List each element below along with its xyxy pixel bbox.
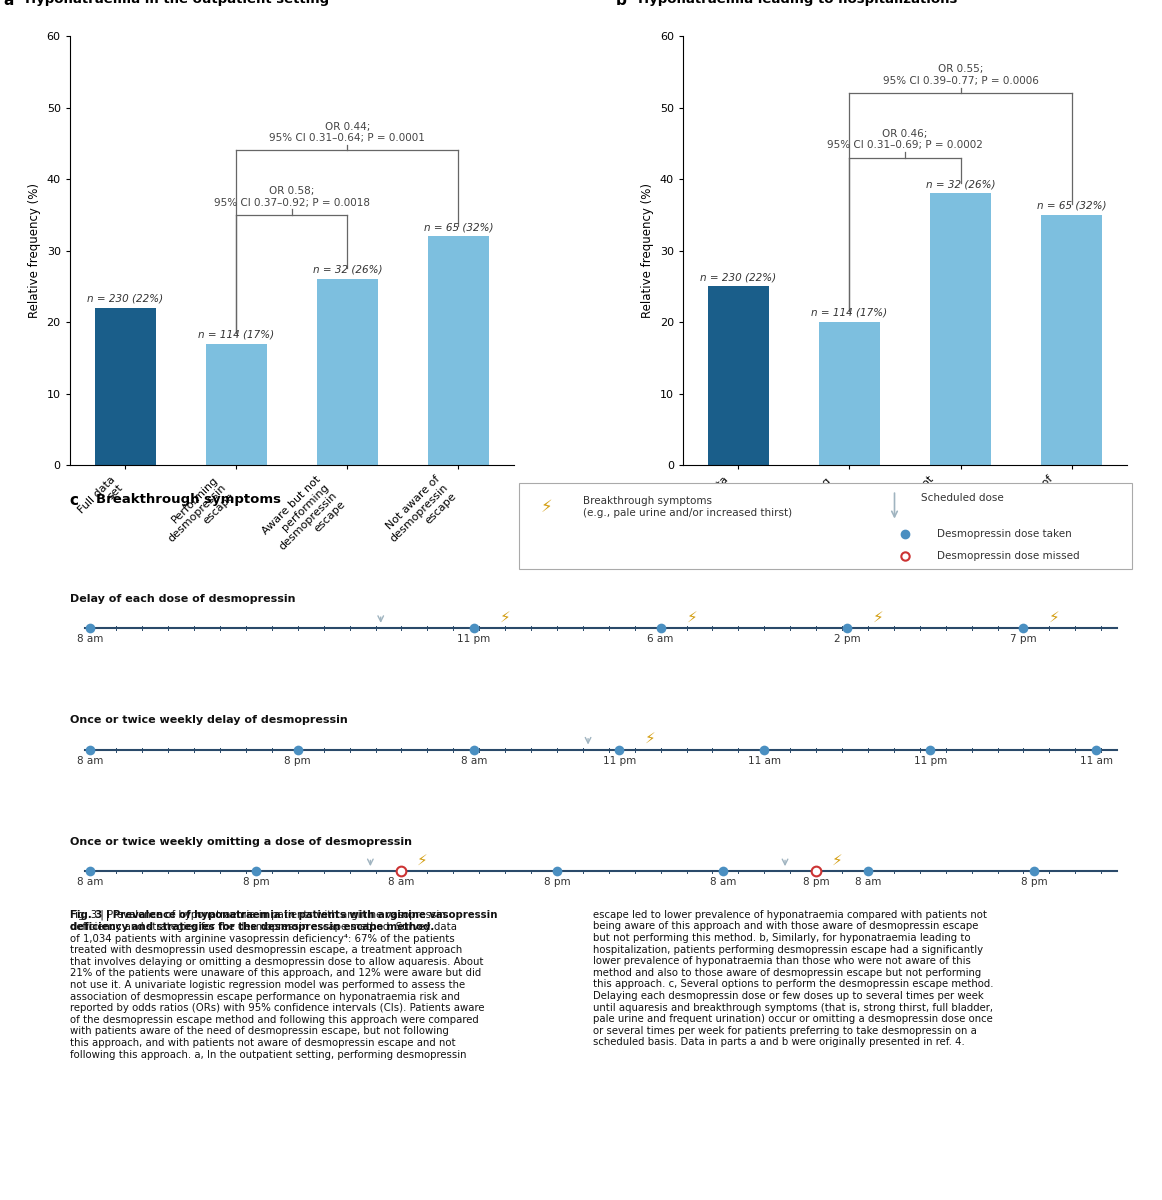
- Text: Delay of each dose of desmopressin: Delay of each dose of desmopressin: [70, 594, 295, 604]
- FancyBboxPatch shape: [519, 484, 1133, 569]
- Bar: [206, 343, 267, 466]
- Text: 8 pm: 8 pm: [544, 877, 571, 887]
- Text: ​​​​​​​​​​​Fig. 3 | Prevalence of hyponatraemia in patients with arginine vasopr: ​​​​​​​​​​​Fig. 3 | Prevalence of hypona…: [70, 910, 485, 1060]
- Text: Once or twice weekly delay of desmopressin: Once or twice weekly delay of desmopress…: [70, 715, 347, 725]
- Bar: [708, 287, 769, 466]
- Text: 8 pm: 8 pm: [285, 756, 311, 766]
- Text: OR 0.58;
95% CI 0.37–0.92; P = 0.0018: OR 0.58; 95% CI 0.37–0.92; P = 0.0018: [214, 186, 370, 208]
- Text: 8 am: 8 am: [77, 877, 103, 887]
- Text: ⚡: ⚡: [832, 853, 842, 868]
- Text: ⚡: ⚡: [417, 853, 428, 868]
- Text: Fig. 3 | Prevalence of hyponatraemia in patients with arginine vasopressin
defic: Fig. 3 | Prevalence of hyponatraemia in …: [70, 910, 497, 932]
- Bar: [317, 280, 378, 466]
- Text: 8 am: 8 am: [710, 877, 736, 887]
- Text: ⚡: ⚡: [500, 610, 510, 624]
- Text: Desmopressin dose missed: Desmopressin dose missed: [937, 551, 1079, 562]
- Text: 8 am: 8 am: [855, 877, 881, 887]
- Text: Breakthrough symptoms: Breakthrough symptoms: [96, 493, 281, 506]
- Text: n = 32 (26%): n = 32 (26%): [313, 265, 382, 275]
- Bar: [1041, 215, 1102, 466]
- Text: OR 0.55;
95% CI 0.39–0.77; P = 0.0006: OR 0.55; 95% CI 0.39–0.77; P = 0.0006: [883, 65, 1039, 86]
- Text: ⚡: ⚡: [540, 498, 552, 516]
- Text: a: a: [3, 0, 14, 8]
- Text: n = 32 (26%): n = 32 (26%): [926, 179, 996, 190]
- Text: Hyponatraemia in the outpatient setting: Hyponatraemia in the outpatient setting: [26, 0, 329, 6]
- Text: 11 pm: 11 pm: [603, 756, 636, 766]
- Text: n = 230 (22%): n = 230 (22%): [701, 272, 776, 282]
- Text: c: c: [70, 493, 79, 508]
- Y-axis label: Relative frequency (%): Relative frequency (%): [28, 184, 41, 318]
- Text: n = 230 (22%): n = 230 (22%): [87, 294, 164, 304]
- Text: OR 0.46;
95% CI 0.31–0.69; P = 0.0002: OR 0.46; 95% CI 0.31–0.69; P = 0.0002: [827, 128, 983, 150]
- Text: ⚡: ⚡: [873, 610, 884, 624]
- Text: 8 pm: 8 pm: [243, 877, 270, 887]
- Text: n = 65 (32%): n = 65 (32%): [424, 222, 493, 232]
- Text: 11 pm: 11 pm: [458, 634, 490, 644]
- Y-axis label: Relative frequency (%): Relative frequency (%): [641, 184, 654, 318]
- Bar: [95, 308, 156, 466]
- Text: n = 65 (32%): n = 65 (32%): [1037, 200, 1106, 210]
- Text: Scheduled dose: Scheduled dose: [921, 493, 1004, 503]
- Text: Breakthrough symptoms
(e.g., pale urine and/or increased thirst): Breakthrough symptoms (e.g., pale urine …: [582, 497, 791, 518]
- Text: ⚡: ⚡: [645, 731, 655, 746]
- Text: 8 pm: 8 pm: [803, 877, 830, 887]
- Text: OR 0.44;
95% CI 0.31–0.64; P = 0.0001: OR 0.44; 95% CI 0.31–0.64; P = 0.0001: [270, 121, 425, 143]
- Text: 11 am: 11 am: [1079, 756, 1112, 766]
- Text: 6 am: 6 am: [647, 634, 674, 644]
- Text: 7 pm: 7 pm: [1010, 634, 1037, 644]
- Text: 11 pm: 11 pm: [913, 756, 947, 766]
- Text: 8 am: 8 am: [461, 756, 487, 766]
- Bar: [930, 193, 991, 466]
- Text: 8 am: 8 am: [388, 877, 415, 887]
- Text: n = 114 (17%): n = 114 (17%): [811, 308, 888, 318]
- Text: escape led to lower prevalence of hyponatraemia compared with patients not
being: escape led to lower prevalence of hypona…: [593, 910, 994, 1048]
- Text: ⚡: ⚡: [687, 610, 697, 624]
- Text: b: b: [616, 0, 627, 8]
- Text: Once or twice weekly omitting a dose of desmopressin: Once or twice weekly omitting a dose of …: [70, 836, 411, 847]
- Text: Desmopressin dose taken: Desmopressin dose taken: [937, 529, 1071, 539]
- Text: 8 pm: 8 pm: [1020, 877, 1047, 887]
- Text: 8 am: 8 am: [77, 756, 103, 766]
- Text: Hyponatraemia leading to hospitalizations: Hyponatraemia leading to hospitalization…: [638, 0, 957, 6]
- Bar: [428, 236, 489, 466]
- Text: n = 114 (17%): n = 114 (17%): [199, 329, 274, 340]
- Text: ⚡: ⚡: [1049, 610, 1060, 624]
- Text: 11 am: 11 am: [748, 756, 781, 766]
- Text: 2 pm: 2 pm: [834, 634, 861, 644]
- Bar: [819, 322, 880, 466]
- Text: 8 am: 8 am: [77, 634, 103, 644]
